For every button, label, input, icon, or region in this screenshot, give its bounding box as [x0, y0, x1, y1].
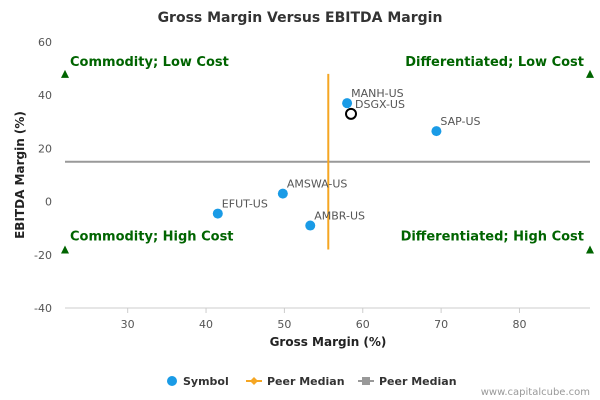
data-point-label: AMSWA-US — [287, 178, 348, 191]
y-axis-ticks: -40 -20 0 20 40 60 — [34, 36, 52, 315]
x-axis-ticks: 30 40 50 60 70 80 — [121, 308, 526, 331]
legend-square-icon — [362, 377, 370, 385]
y-tick-label: 40 — [38, 89, 52, 102]
data-point — [212, 208, 223, 219]
data-point-label: MANH-US — [351, 87, 404, 100]
x-tick-label: 60 — [356, 318, 370, 331]
quadrant-label: Commodity; High Cost — [70, 229, 234, 244]
credit-text: www.capitalcube.com — [481, 387, 590, 398]
data-point — [305, 220, 316, 231]
quadrant-marker-triangle — [586, 69, 594, 78]
data-point-label: DSGX-US — [355, 98, 405, 111]
x-tick-label: 30 — [121, 318, 135, 331]
quadrant-label: Differentiated; High Cost — [401, 229, 584, 244]
x-tick-label: 80 — [512, 318, 526, 331]
y-tick-label: 60 — [38, 36, 52, 49]
data-point — [277, 188, 288, 199]
quadrant-marker-triangle — [61, 245, 69, 254]
data-point-label: EFUT-US — [222, 198, 268, 211]
peer-median-lines — [65, 73, 590, 250]
y-tick-label: -20 — [34, 249, 52, 262]
quadrant-marker-triangle — [586, 245, 594, 254]
legend-diamond-icon — [250, 377, 258, 385]
data-point-label: SAP-US — [440, 115, 480, 128]
y-tick-label: 0 — [45, 196, 52, 209]
quadrant-label: Commodity; Low Cost — [70, 55, 229, 70]
data-point — [342, 98, 353, 109]
x-tick-label: 70 — [434, 318, 448, 331]
legend-symbol-icon — [167, 376, 177, 386]
legend-item-label: Peer Median — [379, 375, 457, 388]
quadrant-label: Differentiated; Low Cost — [405, 55, 584, 70]
data-point — [431, 126, 442, 137]
chart-title: Gross Margin Versus EBITDA Margin — [158, 10, 443, 26]
data-point-label: AMBR-US — [314, 210, 365, 223]
y-tick-label: -40 — [34, 302, 52, 315]
x-axis-label: Gross Margin (%) — [270, 335, 387, 349]
quadrant-labels: Commodity; Low Cost Differentiated; Low C… — [61, 55, 594, 254]
legend: Symbol Peer Median Peer Median — [167, 375, 457, 388]
data-point-open — [345, 107, 358, 120]
y-tick-label: 20 — [38, 142, 52, 155]
quadrant-marker-triangle — [61, 69, 69, 78]
y-axis-label: EBITDA Margin (%) — [13, 111, 27, 239]
legend-item-label: Symbol — [183, 375, 229, 388]
x-tick-label: 40 — [199, 318, 213, 331]
x-tick-label: 50 — [277, 318, 291, 331]
legend-item-label: Peer Median — [267, 375, 345, 388]
